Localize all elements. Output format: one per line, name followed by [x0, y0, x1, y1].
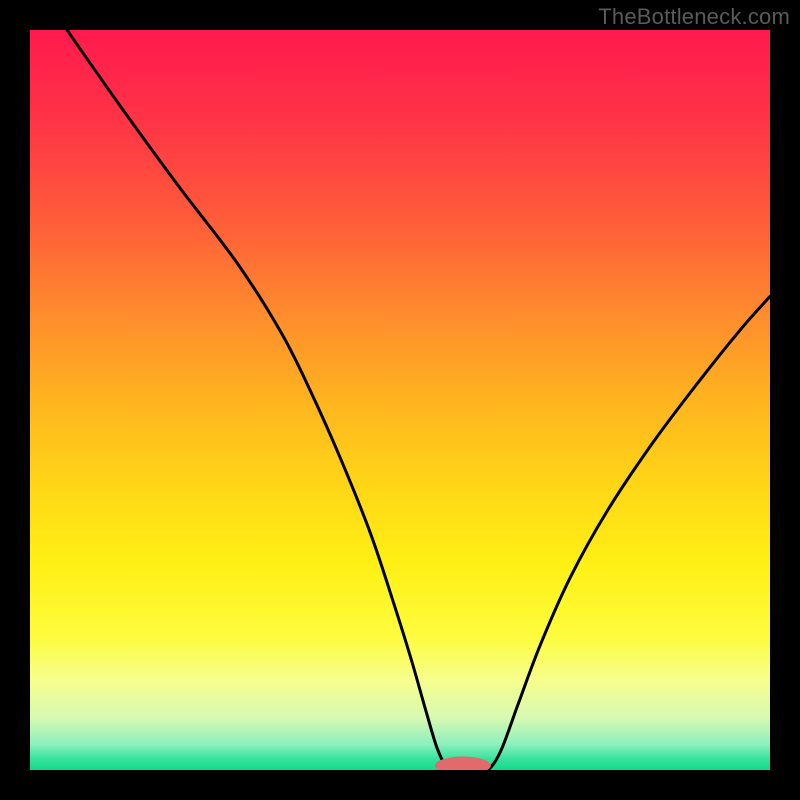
plot-area	[30, 30, 770, 770]
watermark-text: TheBottleneck.com	[598, 4, 790, 30]
chart-container: TheBottleneck.com	[0, 0, 800, 800]
gradient-background	[30, 30, 770, 770]
plot-svg	[30, 30, 770, 770]
